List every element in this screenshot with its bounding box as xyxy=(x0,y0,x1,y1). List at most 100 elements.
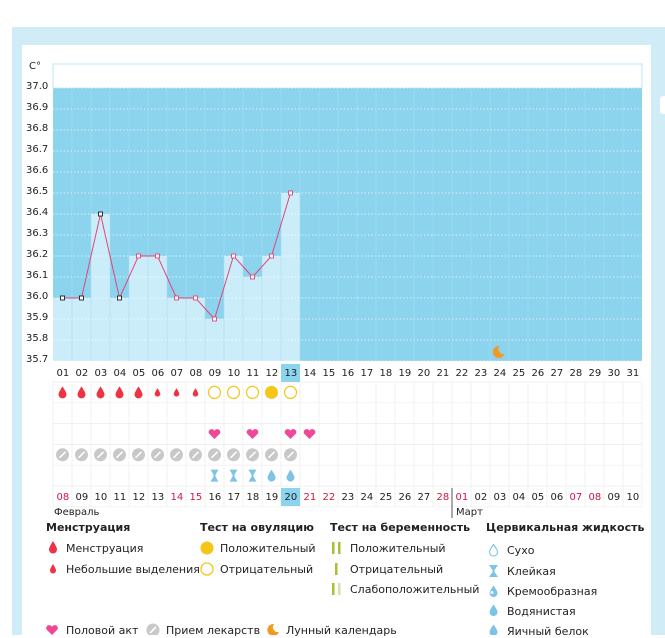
date-label[interactable]: 06 xyxy=(550,492,564,503)
date-label[interactable]: 10 xyxy=(94,492,108,503)
date-label[interactable]: 16 xyxy=(208,492,222,503)
cervical-watery xyxy=(286,469,295,482)
small-discharge-drop xyxy=(154,388,161,397)
cycle-day-label[interactable]: 03 xyxy=(94,368,108,379)
scroll-handle[interactable] xyxy=(660,96,665,114)
heart-icon xyxy=(46,625,58,635)
month-label-february: Февраль xyxy=(54,507,100,518)
cycle-day-label[interactable]: 15 xyxy=(322,368,336,379)
y-tick-label: 36.6 xyxy=(26,165,49,176)
cycle-day-label[interactable]: 24 xyxy=(493,368,507,379)
ovulation-negative xyxy=(207,385,222,399)
date-label[interactable]: 08 xyxy=(588,492,602,503)
cycle-day-label[interactable]: 11 xyxy=(246,368,260,379)
date-label[interactable]: 15 xyxy=(189,492,203,503)
date-label[interactable]: 09 xyxy=(75,492,89,503)
date-label[interactable]: 12 xyxy=(132,492,146,503)
cycle-day-label[interactable]: 06 xyxy=(151,368,165,379)
chart-header-strip xyxy=(52,63,643,89)
legend-medication: Прием лекарств xyxy=(166,624,261,637)
date-label[interactable]: 13 xyxy=(151,492,165,503)
cycle-day-label[interactable]: 09 xyxy=(208,368,222,379)
cervical-sticky xyxy=(229,469,238,482)
cervical-sticky xyxy=(248,469,257,482)
legend-cervical-dry: Сухо xyxy=(507,544,535,557)
date-label[interactable]: 11 xyxy=(113,492,127,503)
legend-pregnancy-positive: Положительный xyxy=(350,542,446,555)
date-label[interactable]: 02 xyxy=(474,492,488,503)
date-label[interactable]: 17 xyxy=(227,492,241,503)
date-label[interactable]: 28 xyxy=(436,492,450,503)
legend-cervical-egg-white: Яичный белок xyxy=(507,625,589,638)
date-label[interactable]: 19 xyxy=(265,492,279,503)
cycle-day-label[interactable]: 17 xyxy=(360,368,374,379)
y-tick-label: 36.5 xyxy=(26,186,49,197)
temperature-bar xyxy=(53,298,72,361)
date-label[interactable]: 10 xyxy=(626,492,640,503)
date-label[interactable]: 20 xyxy=(284,492,298,503)
cycle-day-label[interactable]: 14 xyxy=(303,368,317,379)
cycle-day-label[interactable]: 18 xyxy=(379,368,393,379)
medication-pill-mark xyxy=(191,451,200,459)
date-label[interactable]: 07 xyxy=(569,492,583,503)
cycle-day-label[interactable]: 08 xyxy=(189,368,203,379)
cycle-day-label[interactable]: 07 xyxy=(170,368,184,379)
today-day-cell xyxy=(281,364,300,382)
menstruation-drop xyxy=(96,386,105,399)
y-tick-label: 35.9 xyxy=(26,312,49,323)
temperature-point xyxy=(212,316,217,322)
cycle-day-label[interactable]: 25 xyxy=(512,368,526,379)
temperature-bar xyxy=(129,256,148,361)
ovulation-negative xyxy=(283,385,298,399)
date-label[interactable]: 18 xyxy=(246,492,260,503)
cycle-day-label[interactable]: 28 xyxy=(569,368,583,379)
date-label[interactable]: 27 xyxy=(417,492,431,503)
cycle-day-label[interactable]: 02 xyxy=(75,368,89,379)
cycle-day-label[interactable]: 16 xyxy=(341,368,355,379)
medication-pill-mark xyxy=(134,451,143,459)
cycle-day-label[interactable]: 23 xyxy=(474,368,488,379)
moon-icon xyxy=(267,623,279,635)
cycle-day-label[interactable]: 01 xyxy=(56,368,70,379)
cycle-day-label[interactable]: 22 xyxy=(455,368,469,379)
date-label[interactable]: 03 xyxy=(493,492,507,503)
date-label[interactable]: 05 xyxy=(531,492,545,503)
today-date-cell xyxy=(281,488,300,506)
cycle-day-label[interactable]: 04 xyxy=(113,368,127,379)
legend-title-cervical: Цервикальная жидкость xyxy=(486,521,645,534)
menstruation-drop xyxy=(77,386,86,399)
date-label[interactable]: 09 xyxy=(607,492,621,503)
date-label[interactable]: 24 xyxy=(360,492,374,503)
date-label[interactable]: 26 xyxy=(398,492,412,503)
date-label[interactable]: 25 xyxy=(379,492,393,503)
date-label[interactable]: 22 xyxy=(322,492,336,503)
date-label[interactable]: 21 xyxy=(303,492,317,503)
date-label[interactable]: 04 xyxy=(512,492,526,503)
negative-ovulation-icon xyxy=(200,562,214,576)
cycle-day-label[interactable]: 21 xyxy=(436,368,450,379)
y-tick-label: 37.0 xyxy=(26,81,49,92)
cycle-day-label[interactable]: 29 xyxy=(588,368,602,379)
watery-icon xyxy=(489,604,498,616)
cycle-day-label[interactable]: 19 xyxy=(398,368,412,379)
intercourse-heart xyxy=(303,429,316,439)
cycle-day-label[interactable]: 20 xyxy=(417,368,431,379)
cycle-day-label[interactable]: 13 xyxy=(284,368,298,379)
cycle-day-label[interactable]: 31 xyxy=(626,368,640,379)
date-label[interactable]: 14 xyxy=(170,492,184,503)
cycle-day-label[interactable]: 26 xyxy=(531,368,545,379)
y-tick-label: 36.3 xyxy=(26,228,49,239)
cycle-day-label[interactable]: 05 xyxy=(132,368,146,379)
temperature-point xyxy=(193,295,198,301)
cycle-day-label[interactable]: 30 xyxy=(607,368,621,379)
cycle-day-label[interactable]: 12 xyxy=(265,368,279,379)
temperature-point xyxy=(79,295,84,301)
cycle-day-label[interactable]: 27 xyxy=(550,368,564,379)
date-label[interactable]: 01 xyxy=(455,492,469,503)
cycle-day-label[interactable]: 10 xyxy=(227,368,241,379)
date-label[interactable]: 08 xyxy=(56,492,70,503)
legend-cervical-creamy: Кремообразная xyxy=(507,585,598,598)
date-label[interactable]: 23 xyxy=(341,492,355,503)
intercourse-heart xyxy=(208,429,221,439)
temperature-point xyxy=(231,253,236,259)
